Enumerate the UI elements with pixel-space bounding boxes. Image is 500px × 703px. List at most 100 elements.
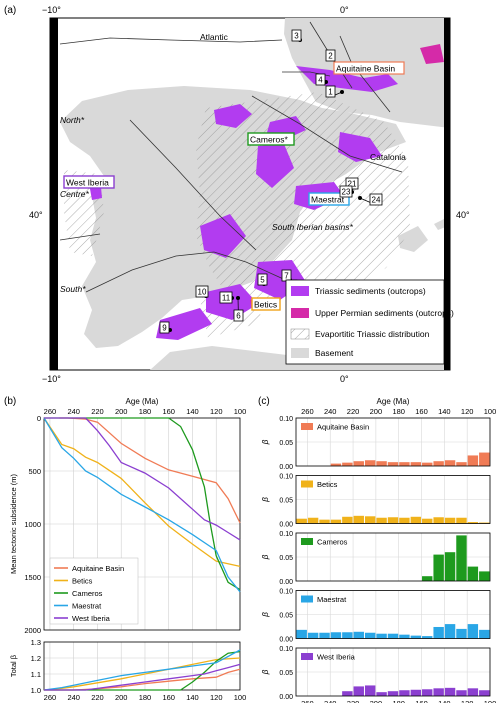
bar-betics <box>387 517 399 524</box>
x-tick-label: 180 <box>139 407 152 416</box>
y-tick-label: 500 <box>28 467 41 476</box>
bar-west-iberia <box>444 687 456 696</box>
bar-betics <box>467 522 479 524</box>
y-tick-label: 0.00 <box>279 579 293 586</box>
y-axis-title: β <box>261 554 270 560</box>
x-tick-label: 260 <box>301 699 314 703</box>
lon-label-bottom-1: −10° <box>42 374 61 384</box>
site-number: 5 <box>260 276 265 285</box>
bar-west-iberia <box>376 692 387 696</box>
x-tick-label: 120 <box>461 699 474 703</box>
site-number-box <box>369 193 383 206</box>
bar-plot-frame <box>295 417 491 467</box>
place-south-iberian: South Iberian basins* <box>272 222 353 232</box>
basin-box-west-iberia: West Iberia <box>63 175 115 189</box>
x-tick-label: 120 <box>461 407 474 416</box>
site-number: 7 <box>284 272 289 281</box>
bar-aquitaine-basin <box>456 462 467 466</box>
total-beta-chart: 260 240 220 200 180 160 140 120 100 1.0 1.1 1.2 1.3 T… <box>9 638 246 702</box>
y-tick-label: 0.00 <box>279 637 293 644</box>
bar-maestrat <box>342 632 353 639</box>
bar-west-iberia <box>353 686 364 696</box>
y-tick-label: 1.3 <box>31 638 41 647</box>
bar-betics <box>444 517 456 524</box>
bar-legend-label: Maestrat <box>317 595 347 604</box>
bar-plot-frame <box>295 647 491 697</box>
x-tick-label: 100 <box>484 407 497 416</box>
bar-aquitaine-basin <box>387 462 399 466</box>
site-number-box <box>219 291 233 304</box>
site-number: 11 <box>222 294 231 303</box>
bar-maestrat <box>319 632 330 639</box>
bar-aquitaine-basin <box>410 462 422 466</box>
lat-label-right: 40° <box>456 210 470 220</box>
subsidence-chart: 260 240 220 200 180 160 140 120 1000500100015002… <box>9 397 246 635</box>
x-axis-title: Age (Ma) <box>126 397 159 406</box>
x-tick-label: 140 <box>186 407 199 416</box>
y-axis-title: β <box>261 612 270 618</box>
svg-text:West Iberia: West Iberia <box>66 178 109 188</box>
bar-west-iberia <box>410 689 422 696</box>
site-point <box>340 90 344 94</box>
site-number: 1 <box>328 88 333 97</box>
x-tick-label: 180 <box>392 407 405 416</box>
y-tick-label: 0.05 <box>279 498 293 505</box>
site-number: 24 <box>372 196 381 205</box>
bar-west-iberia <box>433 688 444 696</box>
x-tick-label: 200 <box>370 407 383 416</box>
bar-aquitaine-basin <box>467 455 479 466</box>
site-number: 6 <box>236 312 241 321</box>
svg-text:Maestrat: Maestrat <box>311 195 345 205</box>
legend-label: Aquitaine Basin <box>72 564 124 573</box>
site-number-box <box>315 73 326 86</box>
bar-aquitaine-basin <box>399 462 410 466</box>
series-line-west-iberia <box>44 417 241 541</box>
y-axis-title: β <box>261 439 270 445</box>
x-tick-label: 100 <box>234 407 247 416</box>
bar-betics <box>342 516 353 524</box>
site-number: 3 <box>294 32 299 41</box>
bar-cameros <box>444 552 456 581</box>
bar-west-iberia <box>364 685 376 696</box>
legend-swatch-evaporitic <box>290 328 310 340</box>
x-tick-label: 260 <box>44 693 57 702</box>
x-tick-label: 100 <box>234 693 247 702</box>
bar-maestrat <box>364 632 376 639</box>
basin-box-cameros: Cameros* <box>247 132 295 146</box>
y-tick-label: 0.10 <box>279 646 293 653</box>
lon-label-bottom-2: 0° <box>340 374 349 384</box>
x-tick-label: 220 <box>347 699 360 703</box>
site-number: 2 <box>328 52 333 61</box>
bar-maestrat <box>307 632 319 639</box>
panel-label-b: (b) <box>4 396 16 407</box>
basin-box-maestrat: Maestrat <box>308 192 350 206</box>
x-tick-label: 240 <box>67 693 80 702</box>
bar-betics <box>422 518 433 524</box>
y-axis-title: Mean tectonic subsidence (m) <box>9 473 18 574</box>
bar-cameros <box>433 554 444 581</box>
x-tick-label: 240 <box>324 699 337 703</box>
x-tick-label: 200 <box>115 693 128 702</box>
bar-legend-label: Cameros <box>317 538 348 547</box>
y-axis-title: Total β <box>9 654 18 677</box>
y-tick-label: 0.10 <box>279 474 293 481</box>
svg-text:Betics: Betics <box>254 300 277 310</box>
bar-west-iberia <box>422 689 433 696</box>
site-number-box <box>159 321 170 334</box>
bar-cameros <box>467 566 479 581</box>
legend-label-triassic: Triassic sediments (outcrops) <box>315 286 426 296</box>
x-tick-label: 160 <box>162 407 175 416</box>
bar-west-iberia <box>456 690 467 696</box>
legend-label-basement: Basement <box>315 348 354 358</box>
x-tick-label: 160 <box>415 699 428 703</box>
bar-plot-frame <box>295 590 491 639</box>
bar-maestrat <box>376 633 387 639</box>
basin-box-aquitaine: Aquitaine Basin <box>333 61 405 75</box>
x-tick-label: 220 <box>347 407 360 416</box>
bar-west-iberia <box>467 688 479 696</box>
bar-aquitaine-basin <box>330 463 342 466</box>
series-line-maestrat <box>43 417 241 593</box>
y-tick-label: 0.00 <box>279 464 293 471</box>
bar-west-iberia <box>387 691 399 696</box>
